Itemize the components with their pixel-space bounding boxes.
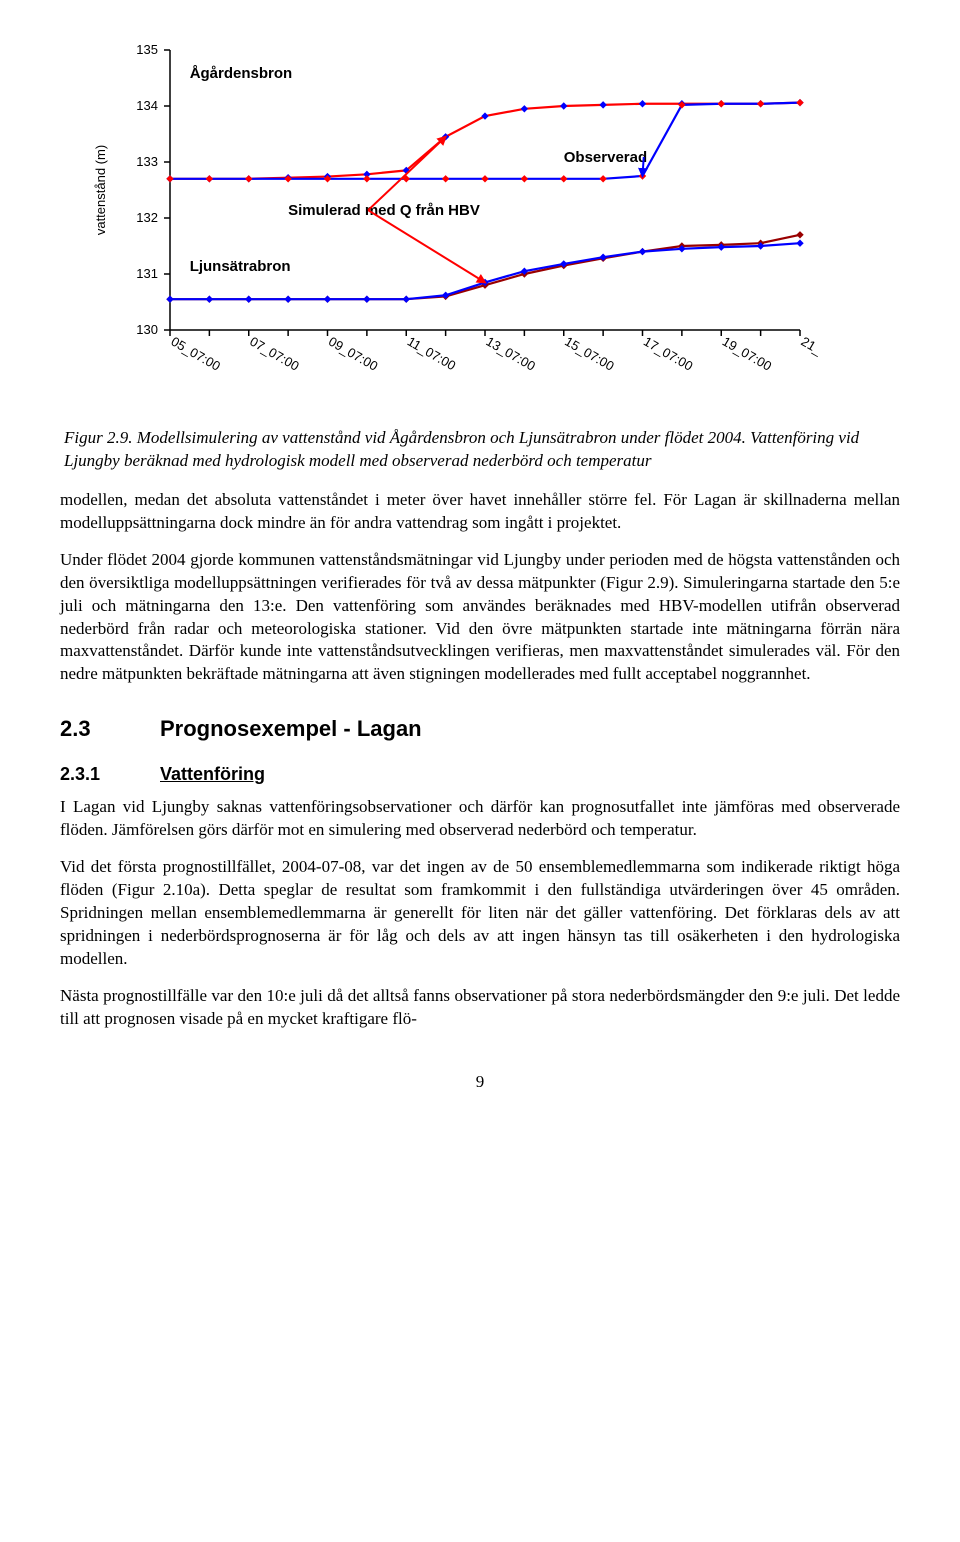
subsection-heading: 2.3.1Vattenföring (60, 762, 900, 786)
svg-text:131: 131 (136, 266, 158, 281)
svg-text:130: 130 (136, 322, 158, 337)
page-number: 9 (60, 1071, 900, 1094)
svg-text:Simulerad med Q från HBV: Simulerad med Q från HBV (288, 202, 480, 219)
svg-text:13_07:00: 13_07:00 (484, 334, 538, 374)
water-level-chart: 130 131 132 133 134 135 05_07:00 07_07:00 09_07:… (60, 40, 900, 407)
svg-text:133: 133 (136, 154, 158, 169)
figure-caption: Figur 2.9. Modellsimulering av vattenstå… (60, 427, 900, 473)
chart-svg: 130 131 132 133 134 135 05_07:00 07_07:00 09_07:… (60, 40, 820, 400)
body-paragraph: Under flödet 2004 gjorde kommunen vatten… (60, 549, 900, 687)
section-number: 2.3 (60, 714, 160, 744)
svg-text:05_07:00: 05_07:00 (169, 334, 223, 374)
body-paragraph: Nästa prognostillfälle var den 10:e juli… (60, 985, 900, 1031)
svg-text:Ljunsätrabron: Ljunsätrabron (190, 258, 291, 275)
figure-caption-text: Modellsimulering av vattenstånd vid Ågår… (64, 428, 859, 470)
body-paragraph: modellen, medan det absoluta vattenstånd… (60, 489, 900, 535)
svg-text:17_07:00: 17_07:00 (641, 334, 695, 374)
svg-text:09_07:00: 09_07:00 (326, 334, 380, 374)
section-title: Prognosexempel - Lagan (160, 716, 422, 741)
svg-text:15_07:00: 15_07:00 (562, 334, 616, 374)
svg-text:vattenstånd (m): vattenstånd (m) (93, 145, 108, 235)
subsection-number: 2.3.1 (60, 762, 160, 786)
body-paragraph: Vid det första prognostillfället, 2004-0… (60, 856, 900, 971)
svg-text:21_07:00: 21_07:00 (799, 334, 821, 374)
subsection-title: Vattenföring (160, 764, 265, 784)
svg-text:11_07:00: 11_07:00 (405, 334, 459, 374)
body-paragraph: I Lagan vid Ljungby saknas vattenförings… (60, 796, 900, 842)
svg-text:135: 135 (136, 42, 158, 57)
svg-text:134: 134 (136, 98, 158, 113)
svg-text:Ågårdensbron: Ågårdensbron (190, 65, 293, 82)
section-heading: 2.3Prognosexempel - Lagan (60, 714, 900, 744)
figure-caption-lead: Figur 2.9. (64, 428, 132, 447)
svg-text:Observerad: Observerad (564, 149, 647, 166)
svg-text:07_07:00: 07_07:00 (247, 334, 301, 374)
svg-text:132: 132 (136, 210, 158, 225)
svg-text:19_07:00: 19_07:00 (720, 334, 774, 374)
